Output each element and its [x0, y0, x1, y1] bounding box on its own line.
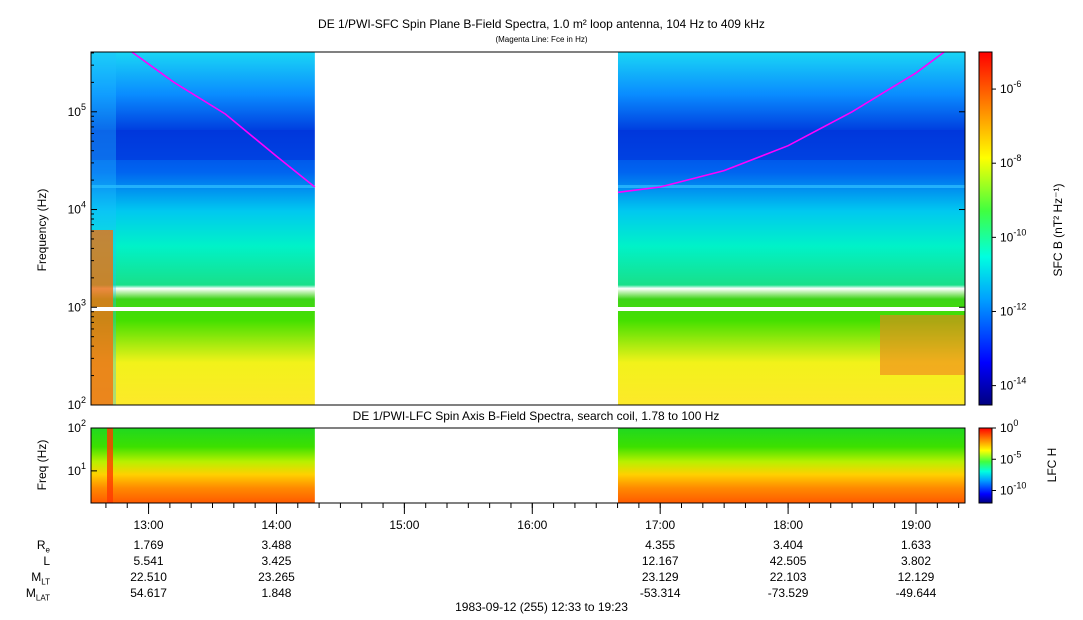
lfc-colorbar-ticks: 100 10-5 10-10 — [992, 418, 1026, 498]
ephemeris-value: 3.488 — [261, 538, 292, 552]
main-chart-title: DE 1/PWI-SFC Spin Plane B-Field Spectra,… — [318, 17, 765, 31]
lfc-data-gap — [314, 428, 618, 504]
ephemeris-value: 4.355 — [645, 538, 676, 552]
sfc-colorbar-label: SFC B (nT² Hz⁻¹) — [1051, 184, 1065, 277]
ephemeris-value: 1.633 — [900, 538, 932, 552]
sfc-y-ticks: 102 103 104 105 — [68, 52, 965, 412]
sfc-frame — [90, 51, 966, 406]
ephemeris-value: -73.529 — [767, 586, 809, 600]
ephemeris-value: 42.505 — [769, 554, 807, 568]
colorbar-tick-label: 10-8 — [1000, 153, 1021, 170]
sfc-spectrogram-panel: 102 103 104 105 Frequency (Hz) — [35, 51, 966, 412]
lfc-burst — [107, 428, 113, 503]
ephemeris-value: 12.129 — [897, 570, 935, 584]
sfc-colorbar-image — [978, 51, 993, 406]
lfc-spectrogram-panel: 101 102 Freq (Hz) — [35, 418, 966, 504]
colorbar-tick-label: 10-12 — [1000, 301, 1026, 318]
lfc-colorbar-label: LFC H — [1045, 448, 1059, 483]
ephemeris-row-label: Re — [36, 538, 50, 555]
lfc-frame — [90, 427, 966, 504]
colorbar-tick-label: 10-5 — [1000, 449, 1021, 466]
ephemeris-value: 1.848 — [261, 586, 292, 600]
lfc-chart-title: DE 1/PWI-LFC Spin Axis B-Field Spectra, … — [353, 409, 720, 423]
lfc-y-tick-label: 101 — [68, 461, 86, 478]
main-chart-subtitle: (Magenta Line: Fce in Hz) — [495, 35, 588, 44]
ephemeris-value: 3.404 — [773, 538, 804, 552]
ephemeris-row-label: MLT — [31, 570, 50, 587]
time-tick-label: 13:00 — [134, 518, 164, 532]
sfc-y-axis-label: Frequency (Hz) — [35, 189, 49, 272]
time-tick-label: 17:00 — [645, 518, 675, 532]
time-tick-label: 16:00 — [517, 518, 547, 532]
time-tick-label: 18:00 — [773, 518, 803, 532]
ephemeris-value: -49.644 — [895, 586, 937, 600]
footer-time-range: 1983-09-12 (255) 12:33 to 19:23 — [455, 600, 628, 614]
colorbar-tick-label: 10-10 — [1000, 481, 1026, 498]
ephemeris-value: 3.425 — [261, 554, 292, 568]
ephemeris-value: 1.769 — [133, 538, 164, 552]
sfc-data-gap — [314, 52, 618, 406]
sfc-low-freq-burst — [91, 230, 113, 405]
sfc-y-tick-label: 104 — [68, 200, 86, 217]
time-tick-label: 15:00 — [389, 518, 419, 532]
time-tick-label: 14:00 — [261, 518, 291, 532]
ephemeris-row-label: MLAT — [25, 586, 50, 603]
lfc-y-axis-label: Freq (Hz) — [35, 440, 49, 491]
ephemeris-value: -53.314 — [639, 586, 681, 600]
lfc-colorbar-image — [978, 427, 993, 504]
ephemeris-value: 54.617 — [130, 586, 167, 600]
time-tick-label: 19:00 — [901, 518, 931, 532]
fce-line — [131, 51, 316, 188]
ephemeris-row-label: L — [43, 554, 50, 568]
ephemeris-value: 3.802 — [900, 554, 932, 568]
colorbar-tick-label: 100 — [1000, 418, 1018, 435]
lfc-y-tick-label: 102 — [68, 418, 86, 435]
lfc-y-ticks: 101 102 — [68, 418, 97, 478]
sfc-y-tick-label: 102 — [68, 395, 86, 412]
sfc-y-tick-label: 103 — [68, 297, 86, 314]
time-axis-ticks: 13:00 14:00 15:00 16:00 17:00 18:00 19:00 — [105, 503, 960, 532]
ephemeris-value: 23.265 — [258, 570, 295, 584]
colorbar-tick-label: 10-10 — [1000, 227, 1026, 244]
colorbar-tick-label: 10-6 — [1000, 79, 1021, 96]
fce-line-right — [617, 51, 945, 194]
ephemeris-value: 23.129 — [641, 570, 679, 584]
ephemeris-value: 12.167 — [641, 554, 679, 568]
sfc-y-tick-label: 105 — [68, 102, 86, 119]
colorbar-tick-label: 10-14 — [1000, 376, 1026, 393]
ephemeris-value: 5.541 — [133, 554, 164, 568]
sfc-colorbar-ticks: 10-6 10-8 10-10 10-12 10-14 — [992, 79, 1026, 393]
ephemeris-value: 22.510 — [130, 570, 167, 584]
lfc-colorbar: 100 10-5 10-10 LFC H — [978, 418, 1059, 504]
sfc-colorbar: 10-6 10-8 10-10 10-12 10-14 SFC B (nT² Hz⁻¹) — [978, 51, 1065, 406]
ephemeris-value: 22.103 — [769, 570, 807, 584]
sfc-late-emission — [880, 315, 965, 375]
